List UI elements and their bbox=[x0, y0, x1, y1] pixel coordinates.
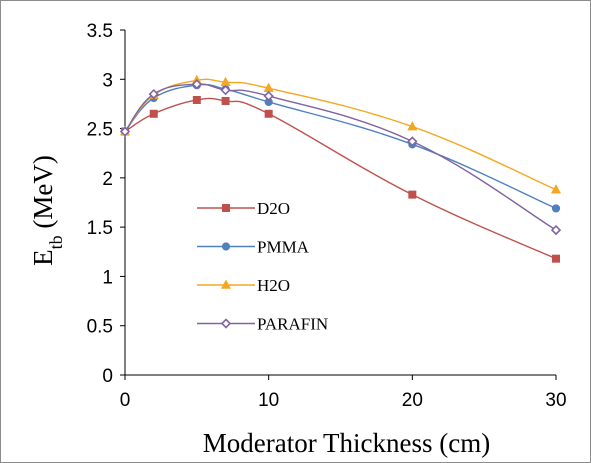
x-tick-label: 30 bbox=[545, 390, 566, 411]
x-axis-label: Moderator Thickness (cm) bbox=[203, 428, 490, 458]
series-line-pmma bbox=[124, 83, 557, 210]
data-point-d2o bbox=[408, 190, 417, 199]
y-axis-label-unit: (MeV) bbox=[28, 155, 58, 235]
legend-label: D2O bbox=[257, 199, 290, 218]
y-tick-label: 2.5 bbox=[87, 120, 113, 141]
data-point-parafin bbox=[191, 79, 202, 90]
series-d2o bbox=[121, 95, 560, 263]
data-point-d2o bbox=[192, 95, 201, 104]
data-point-parafin bbox=[407, 136, 418, 147]
legend-swatch-marker bbox=[220, 318, 232, 329]
legend-label: PMMA bbox=[257, 238, 310, 257]
legend-swatch-marker bbox=[221, 242, 231, 251]
y-tick-label: 1 bbox=[102, 267, 113, 288]
y-tick-label: 3 bbox=[102, 70, 113, 91]
x-tick-label: 20 bbox=[402, 390, 423, 411]
legend: D2O PMMA H2O PARAFIN bbox=[197, 199, 328, 334]
data-point-h2o bbox=[550, 184, 562, 194]
y-tick-label: 1.5 bbox=[87, 218, 113, 239]
x-tick-label: 10 bbox=[258, 390, 279, 411]
series-pmma bbox=[120, 81, 561, 213]
series-line-d2o bbox=[124, 97, 557, 260]
y-axis-label: Etb (MeV) bbox=[28, 155, 66, 266]
legend-label: H2O bbox=[257, 276, 290, 295]
y-tick-label: 0 bbox=[102, 366, 113, 387]
data-point-d2o bbox=[552, 254, 560, 263]
data-point-parafin bbox=[148, 88, 159, 100]
x-tick-label: 0 bbox=[120, 390, 131, 411]
y-tick-label: 0.5 bbox=[87, 317, 113, 338]
data-point-parafin bbox=[220, 84, 231, 96]
series-line-h2o bbox=[124, 78, 557, 191]
y-axis-label-sub: tb bbox=[46, 235, 66, 249]
legend-item-parafin: PARAFIN bbox=[197, 315, 328, 334]
data-point-parafin bbox=[550, 224, 562, 236]
data-point-pmma bbox=[551, 204, 561, 213]
legend-item-d2o: D2O bbox=[197, 199, 290, 218]
legend-item-pmma: PMMA bbox=[197, 238, 310, 257]
y-tick-label: 3.5 bbox=[87, 21, 113, 42]
legend-label: PARAFIN bbox=[257, 315, 328, 334]
data-point-parafin bbox=[263, 90, 274, 102]
legend-swatch-marker bbox=[222, 204, 230, 212]
series-layer bbox=[119, 74, 562, 263]
data-point-parafin bbox=[119, 126, 131, 137]
data-point-d2o bbox=[221, 96, 230, 105]
data-point-h2o bbox=[407, 121, 418, 131]
data-point-d2o bbox=[149, 109, 158, 118]
axes: 0 0.5 1 1.5 2 2.5 3 3.5 0 10 20 30 bbox=[87, 21, 567, 411]
series-parafin bbox=[119, 79, 562, 236]
data-point-d2o bbox=[264, 109, 273, 118]
series-h2o bbox=[119, 74, 562, 194]
y-axis-label-main: E bbox=[28, 249, 58, 266]
legend-swatch-marker bbox=[220, 279, 232, 289]
series-line-parafin bbox=[124, 83, 557, 231]
y-tick-label: 2 bbox=[102, 169, 113, 190]
legend-item-h2o: H2O bbox=[197, 276, 290, 295]
